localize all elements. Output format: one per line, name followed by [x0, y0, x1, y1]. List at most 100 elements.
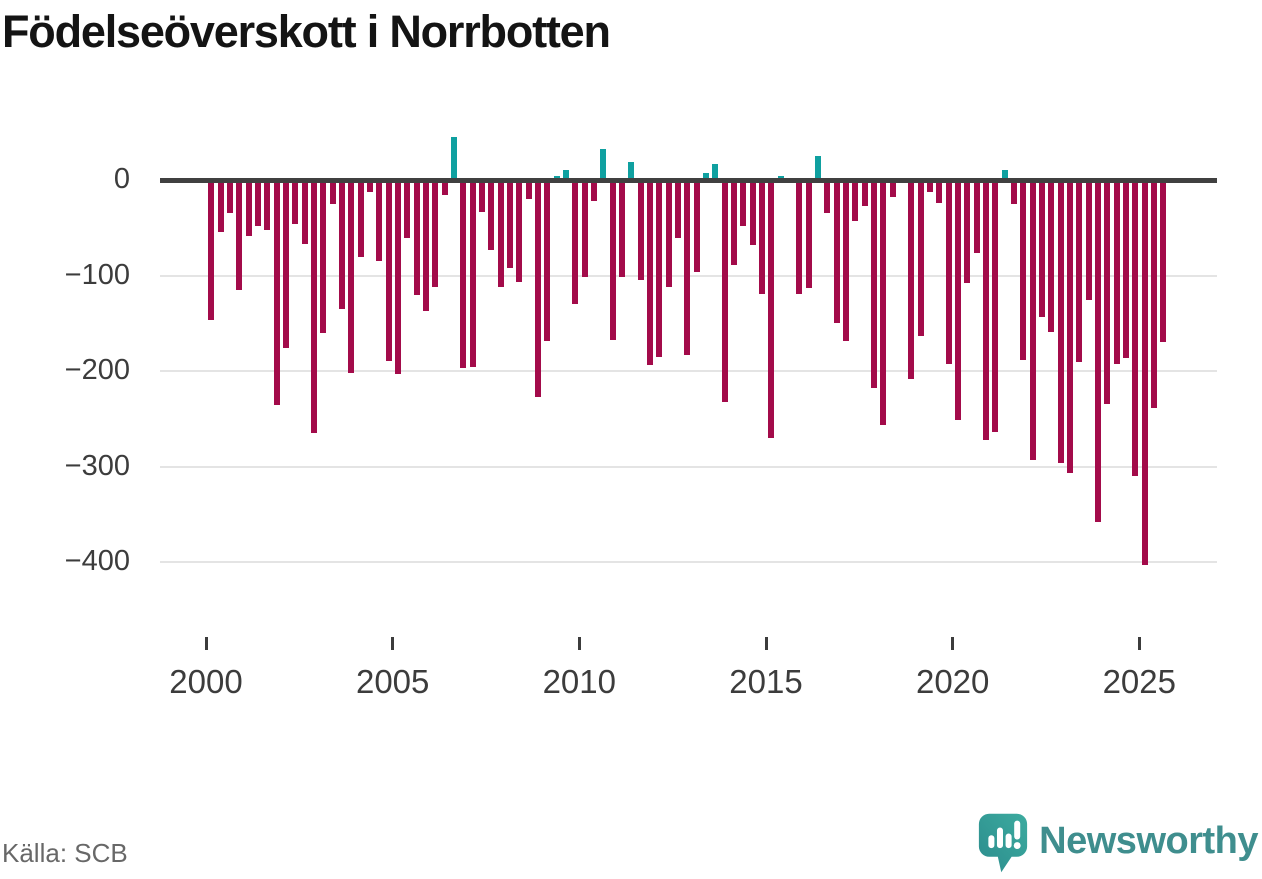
- bar-2017-q4: [870, 180, 878, 389]
- bar-2003-q3: [338, 180, 346, 309]
- bar-2024-q3: [1122, 180, 1130, 358]
- bar-2023-q2: [1076, 180, 1083, 362]
- gridline--400: [160, 561, 1217, 564]
- bar-2021-q3: [1010, 180, 1018, 204]
- bar-2005-q2: [404, 180, 411, 239]
- bar-2012-q4: [684, 180, 691, 355]
- bar-2014-q1: [730, 180, 738, 265]
- bar-2005-q3: [413, 180, 420, 295]
- bar-2000-q2: [217, 180, 224, 232]
- bar-2010-q1: [581, 180, 588, 277]
- newsworthy-wordmark: Newsworthy: [1039, 819, 1258, 862]
- bar-2002-q2: [292, 180, 299, 224]
- bar-2007-q1: [469, 180, 476, 368]
- bar-2020-q3: [973, 180, 980, 253]
- gridline--200: [160, 370, 1217, 373]
- bar-2024-q2: [1113, 180, 1120, 364]
- bar-2014-q4: [758, 180, 766, 294]
- bar-2024-q4: [1132, 180, 1139, 477]
- bar-2018-q4: [908, 180, 915, 379]
- bar-2005-q4: [422, 180, 430, 311]
- bar-2001-q2: [254, 180, 262, 226]
- bar-2025-q2: [1150, 180, 1158, 409]
- bar-2018-q1: [880, 180, 887, 425]
- bar-2003-q2: [329, 180, 336, 204]
- bar-2013-q4: [721, 180, 728, 402]
- bar-2016-q1: [805, 180, 812, 288]
- bar-2008-q3: [525, 180, 532, 200]
- bar-2025-q1: [1141, 180, 1148, 566]
- bar-2021-q2: [1001, 170, 1008, 180]
- bar-2007-q3: [488, 180, 495, 250]
- bar-2012-q2: [665, 180, 672, 287]
- bar-2001-q4: [273, 180, 280, 405]
- bar-2000-q3: [226, 180, 234, 214]
- bar-2015-q1: [768, 180, 775, 438]
- y-axis-label--100: −100: [64, 258, 130, 291]
- bar-2018-q2: [889, 180, 896, 198]
- bar-2000-q1: [208, 180, 215, 320]
- bar-2013-q3: [712, 163, 719, 180]
- bar-2015-q4: [796, 180, 803, 294]
- bar-2022-q3: [1048, 180, 1055, 332]
- bar-2016-q2: [814, 156, 822, 180]
- bar-2017-q2: [852, 180, 859, 222]
- bar-2012-q3: [674, 180, 682, 239]
- y-axis-label--400: −400: [64, 545, 130, 578]
- bar-2006-q1: [432, 180, 439, 287]
- bar-2002-q3: [301, 180, 308, 244]
- bar-2006-q2: [441, 180, 448, 196]
- bar-2004-q3: [376, 180, 383, 262]
- page-title: Födelseöverskott i Norrbotten: [2, 6, 611, 57]
- bar-2000-q4: [236, 180, 243, 290]
- y-axis-label--300: −300: [64, 449, 130, 482]
- bar-2010-q2: [590, 180, 598, 201]
- bar-2001-q3: [264, 180, 271, 230]
- bar-2021-q1: [992, 180, 999, 433]
- x-axis-label-2005: 2005: [355, 663, 430, 700]
- bar-2009-q3: [562, 170, 570, 180]
- x-axis-label-2025: 2025: [1102, 663, 1176, 700]
- bar-2014-q3: [749, 180, 756, 245]
- bar-2009-q1: [544, 180, 551, 341]
- bar-2020-q1: [954, 180, 962, 420]
- bar-2002-q1: [282, 180, 290, 349]
- x-tick-2015: [764, 637, 768, 650]
- bar-2013-q2: [702, 173, 710, 180]
- bar-2009-q4: [572, 180, 579, 305]
- bar-2014-q2: [740, 180, 747, 226]
- bar-2007-q4: [497, 180, 504, 287]
- x-tick-2000: [204, 637, 208, 650]
- bar-2022-q2: [1038, 180, 1046, 317]
- x-tick-2005: [391, 637, 395, 650]
- x-axis-label-2010: 2010: [542, 663, 616, 700]
- bar-2010-q4: [609, 180, 616, 340]
- bar-2023-q1: [1066, 180, 1074, 474]
- bar-2007-q2: [478, 180, 486, 212]
- bar-2025-q3: [1160, 180, 1167, 342]
- x-axis-zero-line: [160, 178, 1217, 183]
- bar-2020-q4: [982, 180, 990, 440]
- bar-2002-q4: [310, 180, 318, 434]
- bar-2006-q3: [450, 137, 458, 180]
- bar-2020-q2: [964, 180, 971, 284]
- bar-2003-q1: [320, 180, 327, 333]
- bar-2008-q2: [516, 180, 523, 283]
- bar-2011-q4: [646, 180, 654, 366]
- bar-2003-q4: [348, 180, 355, 373]
- source-note: Källa: SCB: [2, 838, 128, 868]
- bar-2023-q3: [1085, 180, 1092, 301]
- bar-2008-q1: [506, 180, 514, 268]
- bar-2004-q4: [385, 180, 392, 361]
- newsworthy-bubble-barchart-icon: [977, 812, 1029, 879]
- bar-2012-q1: [656, 180, 663, 357]
- bar-2021-q4: [1020, 180, 1027, 360]
- bar-2006-q4: [460, 180, 467, 369]
- bar-2019-q3: [936, 180, 943, 203]
- bar-2001-q1: [245, 180, 252, 237]
- bar-2019-q4: [945, 180, 952, 364]
- x-axis-label-2020: 2020: [915, 663, 990, 700]
- bar-2011-q3: [637, 180, 644, 281]
